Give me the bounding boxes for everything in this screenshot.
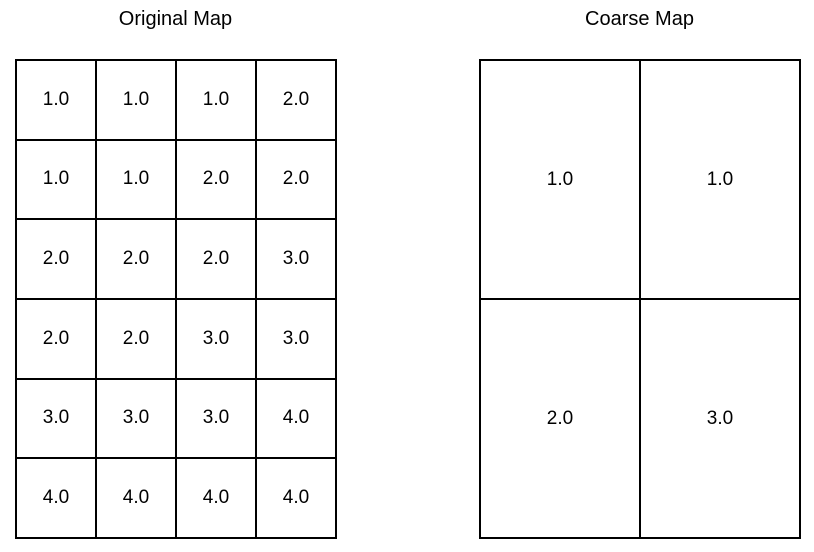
original-cell: 3.0 bbox=[17, 379, 97, 460]
original-cell: 4.0 bbox=[17, 459, 97, 539]
coarse-map-title: Coarse Map bbox=[585, 8, 694, 30]
coarse-cell: 2.0 bbox=[481, 300, 641, 539]
coarse-map-grid: 1.0 1.0 2.0 3.0 bbox=[479, 59, 801, 539]
original-cell: 1.0 bbox=[97, 61, 177, 141]
original-cell: 2.0 bbox=[257, 140, 337, 221]
coarse-cell: 1.0 bbox=[481, 61, 641, 300]
original-cell: 1.0 bbox=[17, 61, 97, 141]
original-cell: 3.0 bbox=[177, 379, 257, 460]
original-cell: 2.0 bbox=[177, 140, 257, 221]
original-cell: 2.0 bbox=[17, 299, 97, 380]
original-cell: 1.0 bbox=[97, 140, 177, 221]
original-cell: 2.0 bbox=[177, 220, 257, 300]
original-cell: 4.0 bbox=[257, 459, 337, 539]
original-cell: 2.0 bbox=[97, 220, 177, 300]
original-cell: 4.0 bbox=[177, 459, 257, 539]
original-cell: 2.0 bbox=[17, 220, 97, 300]
original-cell: 2.0 bbox=[97, 299, 177, 380]
original-cell: 1.0 bbox=[177, 61, 257, 141]
original-cell: 1.0 bbox=[17, 140, 97, 221]
original-cell: 3.0 bbox=[257, 220, 337, 300]
coarse-cell: 1.0 bbox=[641, 61, 801, 300]
original-cell: 3.0 bbox=[177, 299, 257, 380]
original-map-title: Original Map bbox=[118, 8, 233, 30]
original-cell: 3.0 bbox=[257, 299, 337, 380]
original-map-grid: 1.0 1.0 1.0 2.0 1.0 1.0 2.0 2.0 2.0 2.0 … bbox=[15, 59, 337, 539]
original-cell: 4.0 bbox=[257, 379, 337, 460]
original-cell: 4.0 bbox=[97, 459, 177, 539]
coarse-cell: 3.0 bbox=[641, 300, 801, 539]
original-cell: 2.0 bbox=[257, 61, 337, 141]
original-cell: 3.0 bbox=[97, 379, 177, 460]
